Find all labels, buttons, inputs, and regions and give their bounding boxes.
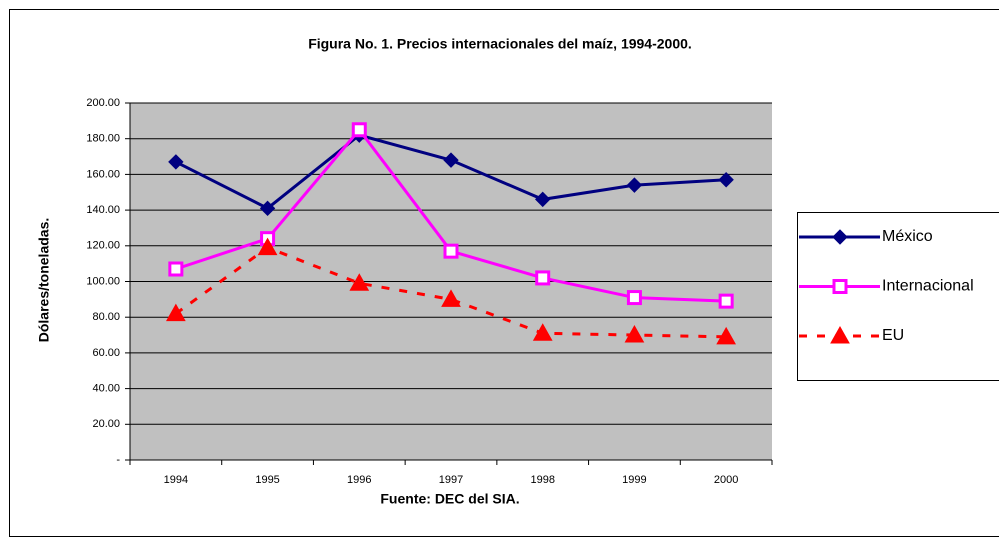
y-tick-label: 80.00 <box>92 311 120 323</box>
data-point <box>168 261 184 277</box>
y-tick-label: 100.00 <box>86 275 120 287</box>
x-tick-label: 1996 <box>347 474 371 486</box>
data-point <box>626 177 643 193</box>
data-point <box>626 290 642 306</box>
data-point <box>443 243 459 259</box>
data-point <box>718 293 734 309</box>
x-tick-label: 1998 <box>530 474 554 486</box>
legend-box <box>797 212 999 381</box>
y-tick-label: 160.00 <box>86 168 120 180</box>
data-point <box>259 200 276 217</box>
data-point <box>168 154 184 170</box>
x-tick-label: 1995 <box>255 474 279 486</box>
x-tick-label: 1994 <box>164 474 188 486</box>
data-point <box>716 326 736 345</box>
data-point <box>443 152 459 168</box>
y-tick-label: 200.00 <box>86 97 120 109</box>
chart-title: Figura No. 1. Precios internacionales de… <box>308 36 692 52</box>
x-axis-title: Fuente: DEC del SIA. <box>380 491 519 507</box>
legend-marker <box>832 279 848 294</box>
data-point <box>624 325 645 343</box>
data-point <box>532 323 553 341</box>
legend-label: Internacional <box>882 278 974 295</box>
y-tick-label: 40.00 <box>92 383 120 395</box>
legend-marker <box>830 325 850 344</box>
y-tick-label: 20.00 <box>92 418 120 430</box>
legend-label: EU <box>882 327 904 344</box>
x-tick-label: 2000 <box>714 474 738 486</box>
y-tick-label: 180.00 <box>86 133 120 145</box>
data-point <box>349 273 370 291</box>
data-point <box>257 237 278 256</box>
x-tick-label: 1999 <box>622 474 646 486</box>
y-axis-title: Dólares/toneladas. <box>36 218 52 343</box>
data-point <box>441 289 461 307</box>
y-tick-label: - <box>116 454 120 466</box>
y-tick-label: 60.00 <box>92 347 120 359</box>
data-point <box>351 122 367 138</box>
legend-label: México <box>882 228 933 245</box>
data-point <box>535 270 551 286</box>
data-point <box>166 303 186 322</box>
y-tick-label: 140.00 <box>86 204 120 216</box>
data-point <box>535 191 551 208</box>
y-tick-label: 120.00 <box>86 240 120 252</box>
x-tick-label: 1997 <box>439 474 463 486</box>
legend-marker <box>832 229 848 245</box>
data-point <box>718 172 734 188</box>
